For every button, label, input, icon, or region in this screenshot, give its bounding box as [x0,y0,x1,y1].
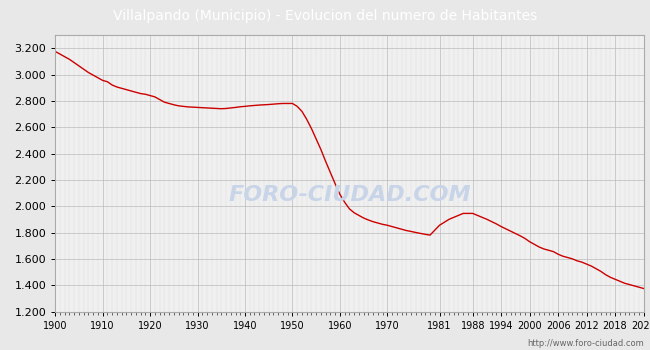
Text: Villalpando (Municipio) - Evolucion del numero de Habitantes: Villalpando (Municipio) - Evolucion del … [113,9,537,23]
Text: http://www.foro-ciudad.com: http://www.foro-ciudad.com [526,339,644,348]
Text: FORO-CIUDAD.COM: FORO-CIUDAD.COM [228,186,471,205]
